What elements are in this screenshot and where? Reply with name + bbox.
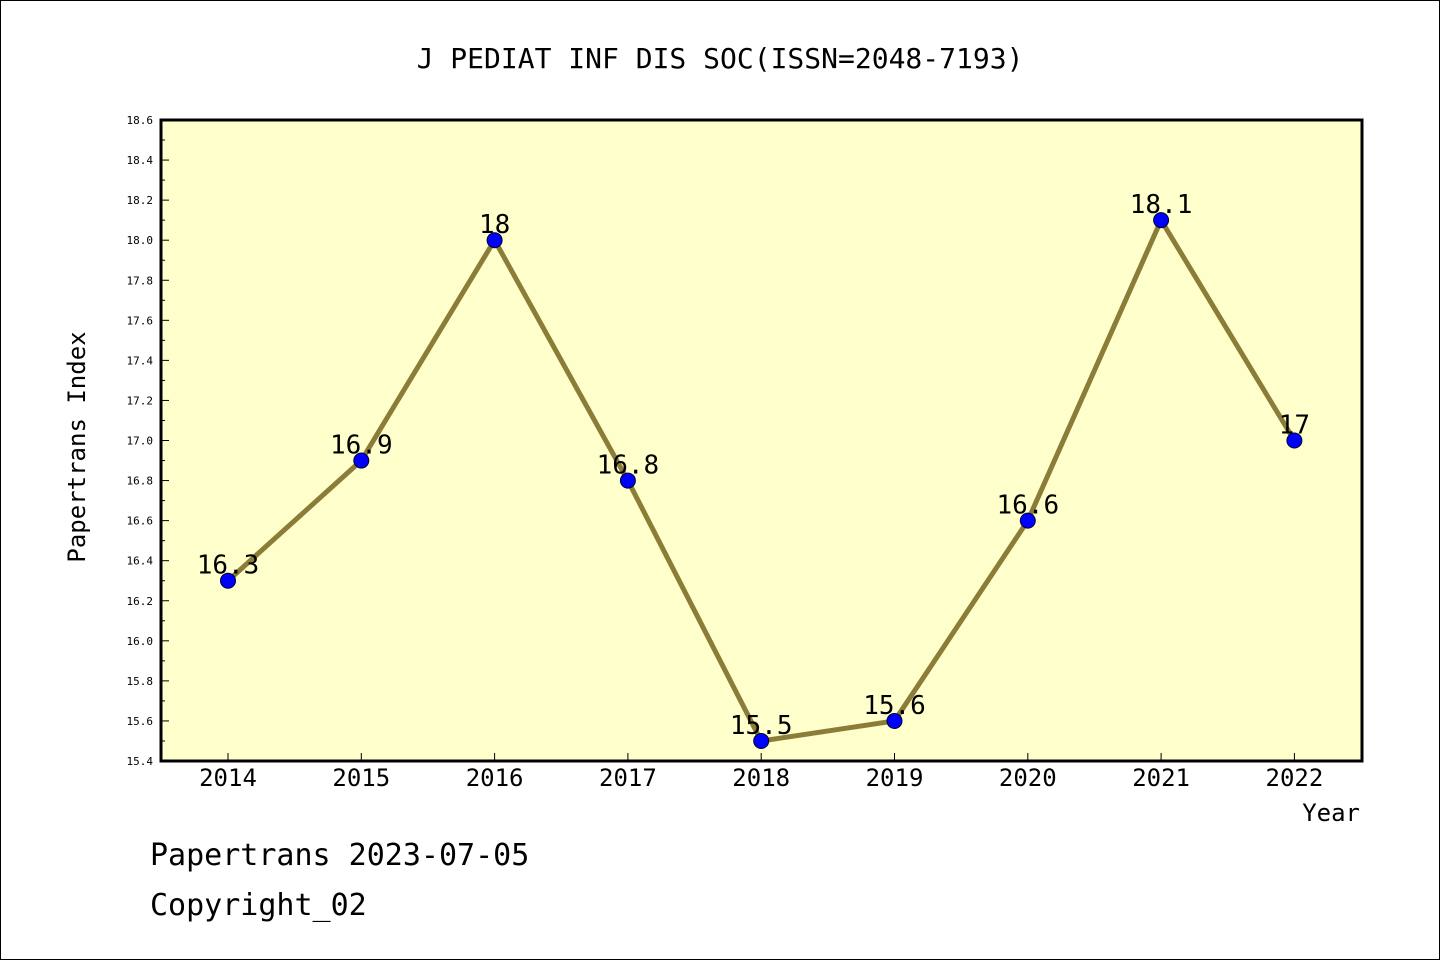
chart-title: J PEDIAT INF DIS SOC(ISSN=2048-7193) xyxy=(417,42,1024,75)
x-tick-label: 2017 xyxy=(599,764,657,792)
y-tick-label: 17.8 xyxy=(127,274,154,287)
footer-copyright: Copyright_02 xyxy=(150,888,367,923)
y-tick-label: 16.0 xyxy=(127,635,154,648)
y-tick-label: 17.2 xyxy=(127,394,154,407)
data-point xyxy=(1153,212,1170,229)
y-tick-label: 17.0 xyxy=(127,435,154,448)
data-point xyxy=(619,472,636,489)
x-axis-label: Year xyxy=(1302,799,1360,827)
data-label: 16.6 xyxy=(996,491,1059,521)
data-point xyxy=(353,452,370,469)
data-point xyxy=(486,232,503,249)
y-tick-label: 15.8 xyxy=(127,675,154,688)
data-label: 17 xyxy=(1279,411,1310,441)
y-tick-label: 16.8 xyxy=(127,475,154,488)
data-label: 16.8 xyxy=(597,451,660,481)
y-tick-label: 16.2 xyxy=(127,595,154,608)
y-tick-label: 18.4 xyxy=(127,154,154,167)
x-axis: 2014 2015 2016 2017 2018 2019 2020 2021 2022 xyxy=(199,753,1323,792)
data-label: 18 xyxy=(479,210,510,240)
x-tick-label: 2021 xyxy=(1132,764,1190,792)
x-tick-label: 2018 xyxy=(732,764,790,792)
y-tick-label: 16.4 xyxy=(127,555,154,568)
data-label: 15.5 xyxy=(730,711,793,741)
data-point xyxy=(1286,432,1303,449)
data-point xyxy=(1019,512,1036,529)
data-points xyxy=(220,212,1303,749)
y-tick-label: 18.0 xyxy=(127,234,154,247)
y-axis-label: Papertrans Index xyxy=(63,331,91,562)
data-label: 16.3 xyxy=(197,551,260,581)
y-tick-label: 15.6 xyxy=(127,715,154,728)
x-tick-label: 2015 xyxy=(332,764,390,792)
data-point xyxy=(220,572,236,589)
y-tick-label: 18.6 xyxy=(127,114,154,127)
y-tick-label: 15.4 xyxy=(127,755,154,768)
x-tick-label: 2016 xyxy=(466,764,524,792)
y-tick-label: 18.2 xyxy=(127,194,154,207)
data-label: 18.1 xyxy=(1130,190,1193,220)
y-tick-label: 17.4 xyxy=(127,354,154,367)
data-label: 16.9 xyxy=(330,431,393,461)
y-tick-label: 17.6 xyxy=(127,314,154,327)
y-axis: 15.4 15.6 15.8 16.0 16.2 16.4 16.6 16.8 17.0 17.2… xyxy=(127,114,169,768)
footer-date: Papertrans 2023-07-05 xyxy=(150,838,529,873)
y-tick-label: 16.6 xyxy=(127,515,154,528)
x-tick-label: 2020 xyxy=(999,764,1057,792)
x-tick-label: 2022 xyxy=(1266,764,1324,792)
x-tick-label: 2019 xyxy=(866,764,924,792)
data-point xyxy=(886,712,903,729)
x-tick-label: 2014 xyxy=(199,764,257,792)
data-label: 15.6 xyxy=(863,691,926,721)
data-labels: 16.3 16.9 18 16.8 15.5 15.6 16.6 18.1 17 xyxy=(197,190,1310,741)
data-point xyxy=(753,732,770,749)
